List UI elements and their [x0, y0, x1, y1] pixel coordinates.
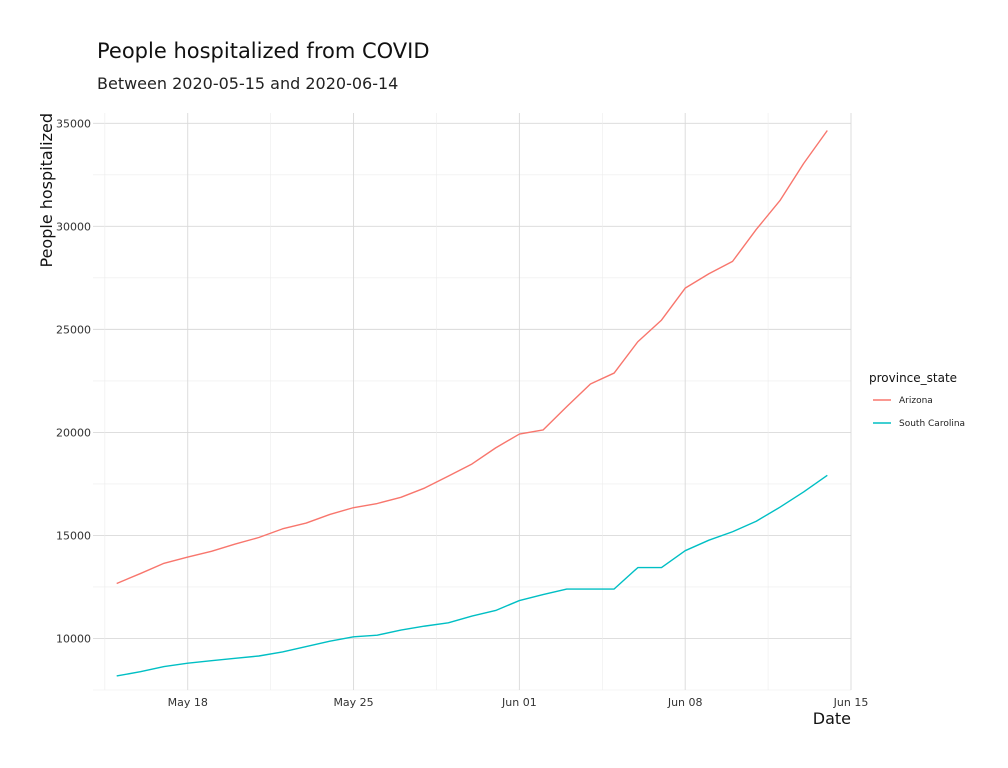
- x-tick-label: Jun 08: [667, 696, 703, 709]
- x-tick-label: Jun 01: [501, 696, 537, 709]
- chart-subtitle: Between 2020-05-15 and 2020-06-14: [97, 74, 398, 93]
- x-tick-label: Jun 15: [833, 696, 869, 709]
- legend-label: South Carolina: [899, 419, 965, 429]
- y-axis-title: People hospitalized: [37, 113, 56, 267]
- y-tick-label: 15000: [56, 529, 91, 542]
- axis-ticks: 10000 15000 20000 25000 30000 35000 May 18 May …: [56, 117, 868, 709]
- y-tick-label: 30000: [56, 220, 91, 233]
- plot-series: [116, 130, 828, 677]
- y-tick-label: 25000: [56, 323, 91, 336]
- y-tick-label: 20000: [56, 426, 91, 439]
- legend-label: Arizona: [899, 396, 933, 406]
- y-tick-label: 10000: [56, 632, 91, 645]
- x-axis-title: Date: [813, 709, 851, 728]
- series-line-south-carolina: [116, 474, 828, 677]
- series-line-arizona: [116, 130, 828, 585]
- legend: province_state Arizona South Carolina: [869, 371, 965, 429]
- y-tick-label: 35000: [56, 117, 91, 130]
- chart-title: People hospitalized from COVID: [97, 39, 430, 63]
- x-tick-label: May 18: [168, 696, 208, 709]
- x-tick-label: May 25: [333, 696, 373, 709]
- legend-title: province_state: [869, 371, 957, 385]
- plot-grid: [93, 113, 852, 691]
